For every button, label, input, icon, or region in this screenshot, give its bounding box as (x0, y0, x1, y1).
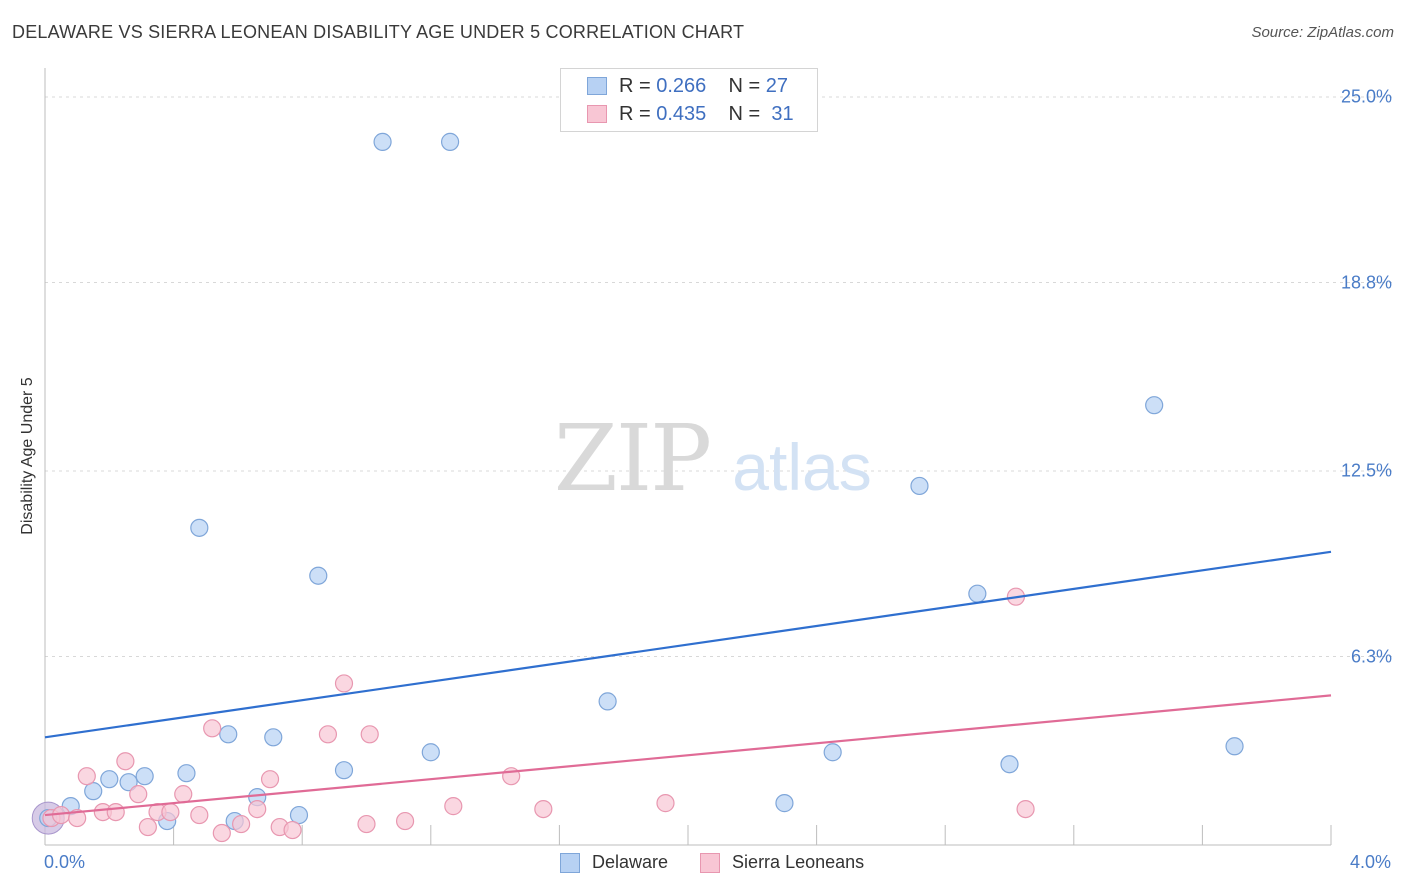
watermark-atlas: atlas (732, 430, 871, 504)
n-label: N = (728, 74, 761, 97)
delaware-point (135, 767, 154, 786)
watermark-zip: ZIP (554, 405, 710, 512)
delaware-point (823, 743, 842, 762)
correlation-legend: R = 0.266 N = 27 R = 0.435 N = 31 (560, 68, 818, 132)
sierra-leoneans-point (395, 811, 415, 831)
sierra-leoneans-point (248, 799, 267, 819)
sierra-leoneans-point (444, 797, 463, 816)
n-value: 27 (765, 74, 789, 97)
legend-label: Sierra Leoneans (732, 852, 865, 872)
sierra-leoneans-point (232, 814, 251, 834)
r-value: 0.266 (656, 74, 707, 97)
sierra-leoneans-point (77, 767, 96, 786)
sierra-leoneans-point (534, 799, 553, 819)
y-tick-label: 6.3% (1350, 646, 1392, 666)
sierra-leoneans-point (260, 770, 280, 789)
trend-lines (44, 550, 1332, 817)
sierra-leoneans-point (138, 817, 157, 837)
delaware-point (910, 476, 929, 496)
sierra-leoneans-point (656, 794, 675, 813)
sierra-leoneans-point (357, 814, 376, 834)
delaware-point (373, 132, 392, 151)
x-tick-min: 0.0% (44, 852, 86, 872)
delaware-point (177, 764, 196, 783)
delaware-point (1225, 737, 1244, 756)
y-tick-label: 12.5% (1340, 460, 1392, 481)
delaware-point (1145, 396, 1164, 415)
sierra-leoneans-point (283, 820, 302, 840)
delaware-swatch (560, 852, 580, 873)
sierra-leoneans-points (42, 587, 1035, 843)
sierra-leoneans-point (190, 805, 209, 825)
sierra-leoneans-point (68, 808, 87, 828)
delaware-trend-line (44, 550, 1332, 739)
delaware-point (309, 566, 328, 585)
sierra-leoneans-point (334, 674, 354, 693)
legend-item-delaware: Delaware (560, 852, 668, 873)
sierra-leoneans-point (318, 725, 338, 744)
delaware-point (1000, 755, 1019, 774)
sierra-leoneans-point (174, 785, 193, 804)
y-tick-label: 18.8% (1340, 272, 1392, 292)
source-label: Source: ZipAtlas.com (1251, 24, 1394, 41)
sierra-leoneans-point (203, 719, 222, 738)
sierra-swatch (700, 852, 721, 873)
delaware-point (84, 782, 103, 801)
delaware-point (264, 728, 283, 747)
n-value: 31 (771, 102, 794, 125)
sierra-leoneans-point (212, 823, 231, 843)
delaware-point (440, 132, 460, 151)
chart-title: DELAWARE VS SIERRA LEONEAN DISABILITY AG… (12, 22, 745, 42)
x-tick-max: 4.0% (1350, 852, 1392, 872)
series-legend: Delaware Sierra Leoneans (560, 852, 896, 873)
r-label: R = (619, 74, 651, 97)
delaware-point (421, 743, 440, 762)
delaware-point (119, 773, 138, 792)
n-label: N = (728, 102, 761, 125)
r-label: R = (619, 102, 651, 125)
sierra-leoneans-trend-line (44, 694, 1332, 817)
delaware-point (334, 761, 354, 780)
delaware-swatch (587, 77, 607, 95)
axes (44, 68, 1332, 846)
r-value: 0.435 (656, 102, 707, 125)
sierra-leoneans-point (360, 725, 379, 744)
delaware-point (289, 805, 309, 825)
sierra-leoneans-point (116, 752, 135, 771)
sierra-leoneans-point (106, 802, 125, 822)
sierra-leoneans-point (1016, 799, 1035, 819)
sierra-swatch (587, 105, 607, 123)
delaware-point (775, 794, 794, 813)
legend-label: Delaware (592, 852, 669, 872)
delaware-point (598, 692, 617, 711)
delaware-point (100, 770, 119, 789)
delaware-point (190, 518, 209, 537)
sierra-leoneans-point (161, 802, 180, 822)
sierra-leoneans-point (129, 785, 148, 804)
y-tick-label: 25.0% (1340, 86, 1392, 107)
legend-row-delaware: R = 0.266 N = 27 (587, 73, 788, 99)
legend-item-sierra: Sierra Leoneans (700, 852, 864, 873)
delaware-point (968, 584, 987, 603)
delaware-point (219, 725, 238, 744)
legend-row-sierra: R = 0.435 N = 31 (587, 101, 794, 127)
